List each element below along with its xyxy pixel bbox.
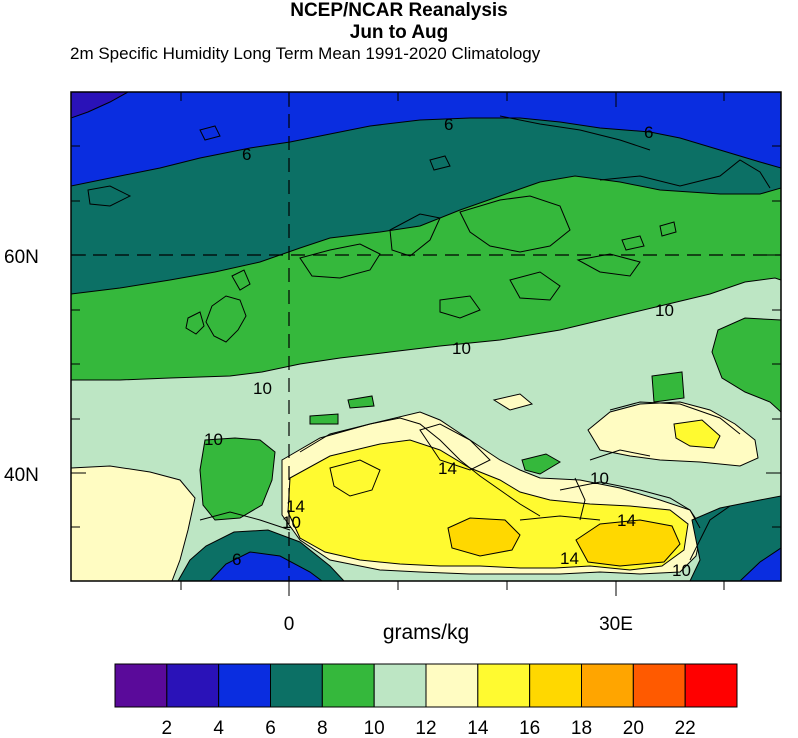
colorbar-tick-label: 14 (467, 718, 489, 738)
fill-band-12-14-west (71, 465, 196, 581)
fill-patch-alps-2 (347, 395, 375, 409)
subtitle: 2m Specific Humidity Long Term Mean 1991… (70, 44, 541, 63)
colorbar-swatch (373, 663, 427, 708)
contour-label: 6 (444, 115, 453, 134)
y-tick-label-60n: 60N (4, 247, 39, 268)
contour-label: 10 (253, 379, 272, 398)
contour-label: 6 (232, 550, 241, 569)
fill-band-14-16-east (673, 419, 721, 449)
contour-label: 14 (617, 511, 636, 530)
colorbar-swatch (321, 663, 375, 708)
colorbar-swatch (166, 663, 220, 708)
x-tick-label-30e: 30E (599, 614, 633, 635)
colorbar-tick-label: 12 (415, 718, 436, 738)
colorbar-swatch (477, 663, 531, 708)
colorbar-swatch (425, 663, 479, 708)
colorbar-tick-label: 10 (364, 718, 385, 738)
units-label: grams/kg (383, 621, 469, 644)
fill-patch-iberia (199, 437, 276, 521)
x-tick-label-0: 0 (284, 614, 295, 635)
colorbar: 2 4 6 8 10 12 14 16 18 20 22 (114, 663, 738, 738)
fill-southeast-teal (689, 495, 781, 581)
colorbar-swatch (270, 663, 323, 708)
contour-label: 6 (644, 123, 653, 142)
fill-band-16-18-b (575, 519, 681, 567)
colorbar-swatch (218, 663, 272, 708)
fill-south-blue (209, 551, 323, 581)
fill-patch-balkans (521, 453, 561, 475)
colorbar-tick-label: 2 (162, 718, 173, 738)
colorbar-tick-label: 4 (213, 718, 224, 738)
y-tick-label-40n: 40N (4, 465, 39, 486)
colorbar-tick-label: 6 (265, 718, 276, 738)
fill-patch-alps (309, 413, 339, 425)
contour-fill-layer (71, 92, 781, 581)
colorbar-swatch (529, 663, 583, 708)
contour-label: 10 (282, 513, 301, 532)
contour-label: 10 (672, 561, 691, 580)
colorbar-tick-label: 16 (519, 718, 540, 738)
contour-labels: 6 6 6 10 10 10 10 14 14 10 14 14 10 10 6 (204, 115, 691, 580)
fill-band-4-6-north (71, 92, 781, 187)
contour-label: 14 (438, 459, 457, 478)
title-line-1: NCEP/NCAR Reanalysis (290, 0, 508, 21)
fill-southeast-blue (739, 547, 781, 581)
plot-frame (70, 91, 782, 582)
contour-label: 14 (286, 497, 305, 516)
colorbar-swatch (684, 663, 738, 708)
colorbar-tick-label: 8 (317, 718, 328, 738)
fill-patch-12-14-small (492, 393, 534, 411)
contour-label: 10 (452, 339, 471, 358)
colorbar-tick-label: 22 (675, 718, 696, 738)
title-line-2: Jun to Aug (349, 22, 449, 43)
fill-band-2-4-corner (71, 92, 130, 119)
contour-label: 10 (655, 301, 674, 320)
contour-label: 10 (590, 469, 609, 488)
fill-patch-ukraine (651, 371, 685, 403)
contour-label: 6 (242, 145, 251, 164)
contour-label: 14 (560, 549, 579, 568)
fill-band-12-14-blacksea (587, 401, 759, 467)
colorbar-swatch (581, 663, 634, 708)
contour-label: 10 (204, 430, 223, 449)
colorbar-tick-label: 20 (623, 718, 644, 738)
colorbar-tick-label: 18 (571, 718, 592, 738)
fill-band-16-18-a (447, 517, 521, 557)
colorbar-swatch (114, 663, 168, 708)
axis-ticks (71, 92, 781, 596)
colorbar-swatch (632, 663, 686, 708)
